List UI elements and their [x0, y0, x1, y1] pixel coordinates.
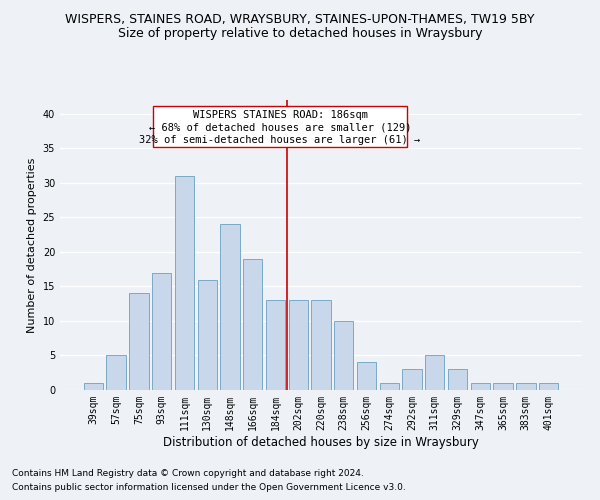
Text: 32% of semi-detached houses are larger (61) →: 32% of semi-detached houses are larger (…	[139, 134, 421, 144]
Bar	[403, 370, 422, 390]
Text: Size of property relative to detached houses in Wraysbury: Size of property relative to detached ho…	[118, 28, 482, 40]
Bar	[220, 224, 239, 390]
Bar	[380, 383, 399, 390]
Bar	[197, 280, 217, 390]
Bar	[152, 272, 172, 390]
Bar	[243, 259, 262, 390]
Bar	[425, 356, 445, 390]
Bar	[289, 300, 308, 390]
Bar	[175, 176, 194, 390]
Text: WISPERS STAINES ROAD: 186sqm: WISPERS STAINES ROAD: 186sqm	[193, 110, 368, 120]
FancyBboxPatch shape	[152, 106, 407, 147]
Text: Contains public sector information licensed under the Open Government Licence v3: Contains public sector information licen…	[12, 484, 406, 492]
Bar	[84, 383, 103, 390]
Bar	[448, 370, 467, 390]
Bar	[493, 383, 513, 390]
Bar	[106, 356, 126, 390]
Bar	[357, 362, 376, 390]
Y-axis label: Number of detached properties: Number of detached properties	[27, 158, 37, 332]
Text: ← 68% of detached houses are smaller (129): ← 68% of detached houses are smaller (12…	[149, 122, 411, 132]
Text: Contains HM Land Registry data © Crown copyright and database right 2024.: Contains HM Land Registry data © Crown c…	[12, 468, 364, 477]
Text: WISPERS, STAINES ROAD, WRAYSBURY, STAINES-UPON-THAMES, TW19 5BY: WISPERS, STAINES ROAD, WRAYSBURY, STAINE…	[65, 12, 535, 26]
Bar	[539, 383, 558, 390]
Bar	[470, 383, 490, 390]
Bar	[129, 294, 149, 390]
Bar	[311, 300, 331, 390]
X-axis label: Distribution of detached houses by size in Wraysbury: Distribution of detached houses by size …	[163, 436, 479, 448]
Bar	[266, 300, 285, 390]
Bar	[334, 321, 353, 390]
Bar	[516, 383, 536, 390]
